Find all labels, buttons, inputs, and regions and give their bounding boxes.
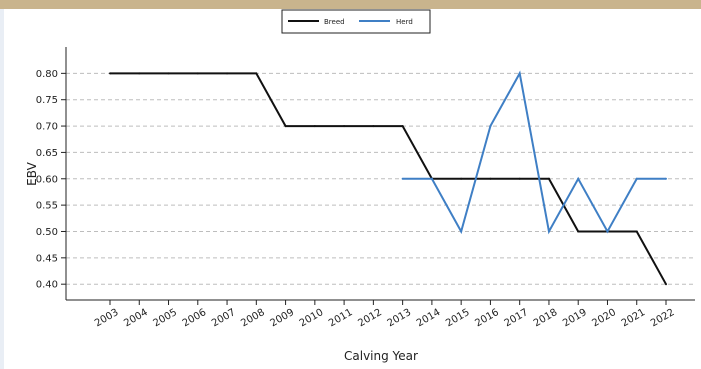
data-point-breed — [665, 283, 667, 286]
data-point-breed — [460, 177, 463, 180]
y-tick-label: 0.65 — [36, 148, 58, 159]
legend-herd-label: Herd — [396, 18, 413, 26]
data-point-breed — [577, 230, 580, 233]
top-decor-band — [0, 0, 701, 9]
data-point-herd — [547, 230, 550, 233]
data-point-breed — [313, 125, 316, 128]
x-tick-label: 2010 — [298, 307, 326, 329]
data-point-breed — [138, 72, 141, 75]
x-tick-label: 2014 — [415, 307, 443, 329]
x-tick-label: 2020 — [590, 307, 618, 329]
x-tick-label: 2009 — [269, 307, 297, 329]
data-point-herd — [401, 177, 404, 180]
y-tick-label: 0.70 — [36, 122, 58, 133]
x-tick-label: 2022 — [649, 307, 677, 329]
x-tick-label: 2006 — [181, 307, 209, 329]
left-decor-band — [0, 9, 4, 369]
data-point-herd — [460, 230, 463, 233]
data-point-breed — [635, 230, 638, 233]
series-line-herd — [402, 70, 666, 235]
x-axis-label: Calving Year — [344, 349, 418, 363]
data-point-breed — [255, 72, 258, 75]
y-tick-label: 0.40 — [36, 280, 58, 291]
x-tick-label: 2005 — [151, 307, 179, 329]
axes — [65, 47, 695, 301]
x-tick-label: 2018 — [532, 307, 560, 329]
legend-breed-label: Breed — [324, 18, 345, 26]
data-point-breed — [372, 125, 375, 128]
x-tick-label: 2004 — [122, 307, 150, 329]
data-point-herd — [489, 125, 492, 128]
y-axis-label: EBV — [25, 161, 39, 185]
legend-box — [281, 9, 431, 34]
legend: Breed Herd — [281, 9, 431, 34]
y-tick-label: 0.80 — [36, 69, 58, 80]
y-ticks: 0.40 0.45 0.50 0.55 0.60 0.65 0.70 0.75 0.80 — [36, 69, 66, 291]
x-tick-label: 2019 — [561, 307, 589, 329]
data-point-breed — [167, 72, 170, 75]
data-point-breed — [401, 125, 404, 128]
data-point-breed — [109, 72, 111, 75]
data-point-herd — [577, 177, 580, 180]
data-point-breed — [196, 72, 199, 75]
data-point-breed — [343, 125, 346, 128]
x-tick-label: 2017 — [503, 307, 531, 329]
data-point-herd — [518, 72, 521, 75]
x-tick-label: 2007 — [210, 307, 238, 329]
y-tick-label: 0.50 — [36, 227, 58, 238]
data-point-breed — [489, 177, 492, 180]
x-tick-label: 2013 — [386, 307, 414, 329]
x-tick-label: 2016 — [473, 307, 501, 329]
y-tick-label: 0.45 — [36, 253, 58, 264]
data-point-breed — [518, 177, 521, 180]
y-tick-label: 0.75 — [36, 95, 58, 106]
y-tick-label: 0.55 — [36, 201, 58, 212]
y-tick-label: 0.60 — [36, 174, 58, 185]
x-tick-label: 2008 — [239, 307, 267, 329]
data-point-breed — [284, 125, 287, 128]
x-tick-label: 2012 — [356, 307, 384, 329]
data-point-herd — [635, 177, 638, 180]
x-tick-label: 2003 — [93, 307, 121, 329]
data-point-herd — [430, 177, 433, 180]
x-tick-label: 2015 — [444, 307, 472, 329]
data-point-herd — [606, 230, 609, 233]
data-point-herd — [665, 177, 667, 180]
series-lines — [109, 70, 667, 286]
x-tick-label: 2021 — [620, 307, 648, 329]
data-point-breed — [226, 72, 229, 75]
series-line-breed — [110, 72, 667, 285]
data-point-breed — [547, 177, 550, 180]
x-tick-label: 2011 — [327, 307, 355, 329]
x-ticks: 2003 2004 2005 2006 2007 2008 2009 2010 2011 2012… — [93, 300, 677, 329]
grid-lines — [66, 72, 695, 285]
